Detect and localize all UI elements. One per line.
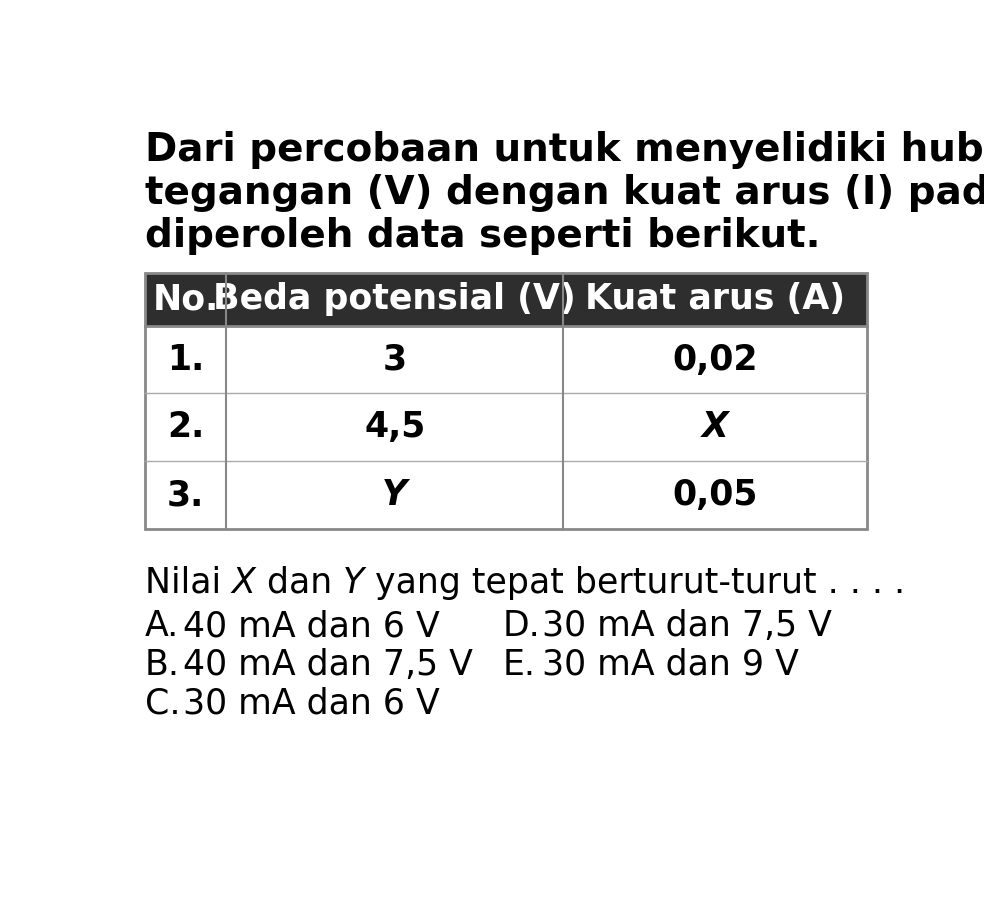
Bar xyxy=(145,326,867,393)
Text: 4,5: 4,5 xyxy=(364,410,425,445)
Text: 2.: 2. xyxy=(166,410,204,445)
Text: dan: dan xyxy=(256,566,342,600)
Text: 30 mA dan 9 V: 30 mA dan 9 V xyxy=(541,647,798,682)
Text: A.: A. xyxy=(145,609,179,643)
Text: yang tepat berturut-turut . . . .: yang tepat berturut-turut . . . . xyxy=(364,566,905,600)
Text: 1.: 1. xyxy=(166,342,204,376)
Text: 3: 3 xyxy=(383,342,406,376)
Text: diperoleh data seperti berikut.: diperoleh data seperti berikut. xyxy=(145,217,821,255)
Text: B.: B. xyxy=(145,647,180,682)
Bar xyxy=(145,273,867,326)
Bar xyxy=(145,462,867,529)
Text: E.: E. xyxy=(503,647,535,682)
Text: Y: Y xyxy=(382,478,407,512)
Text: No.: No. xyxy=(153,283,218,316)
Text: X: X xyxy=(232,566,256,600)
Text: 40 mA dan 7,5 V: 40 mA dan 7,5 V xyxy=(183,647,473,682)
Text: Kuat arus (A): Kuat arus (A) xyxy=(585,283,845,316)
Bar xyxy=(145,393,867,462)
Text: 0,02: 0,02 xyxy=(672,342,758,376)
Text: tegangan (V) dengan kuat arus (I) pada resistor: tegangan (V) dengan kuat arus (I) pada r… xyxy=(145,174,984,212)
Text: D.: D. xyxy=(503,609,540,643)
Text: 30 mA dan 6 V: 30 mA dan 6 V xyxy=(183,686,440,720)
Text: X: X xyxy=(702,410,728,445)
Text: 30 mA dan 7,5 V: 30 mA dan 7,5 V xyxy=(541,609,831,643)
Text: Nilai: Nilai xyxy=(145,566,232,600)
Text: 3.: 3. xyxy=(166,478,204,512)
Text: Y: Y xyxy=(342,566,364,600)
Text: Beda potensial (V): Beda potensial (V) xyxy=(214,283,576,316)
Bar xyxy=(145,273,867,529)
Text: Dari percobaan untuk menyelidiki hubungan: Dari percobaan untuk menyelidiki hubunga… xyxy=(145,131,984,169)
Text: 0,05: 0,05 xyxy=(672,478,758,512)
Text: 40 mA dan 6 V: 40 mA dan 6 V xyxy=(183,609,440,643)
Text: C.: C. xyxy=(145,686,180,720)
